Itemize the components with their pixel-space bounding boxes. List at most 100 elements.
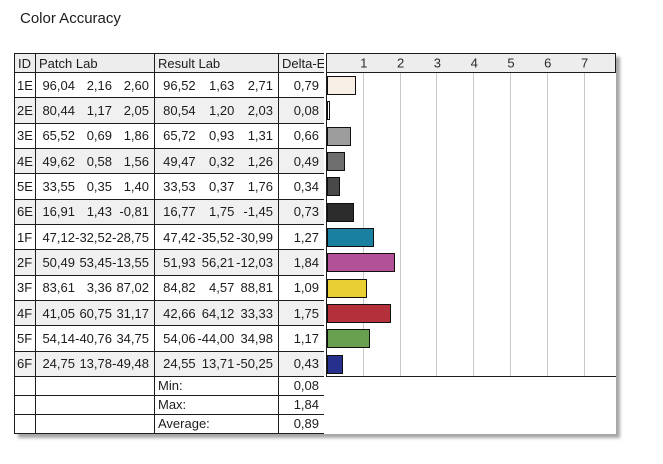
table-header-row: ID Patch Lab Result Lab Delta-E [14, 53, 325, 73]
axis-tick-label: 1 [360, 55, 368, 71]
delta-e-bar [327, 126, 352, 146]
result-lab-values: 16,77 1,75 -1,45 [155, 199, 279, 224]
gridline [546, 73, 548, 376]
patch-lab-values: 54,14 -40,76 34,75 [36, 326, 155, 351]
summary-value: 1,84 [279, 395, 325, 414]
table-row: 4F 41,05 60,75 31,17 42,66 64,12 33,33 1,75 [14, 300, 325, 327]
empty-cell [36, 414, 155, 433]
delta-e-value: 1,84 [279, 250, 325, 275]
delta-e-value: 0,43 [279, 351, 325, 376]
result-lab-values: 51,93 56,21 -12,03 [155, 250, 279, 275]
column-header-delta-e: Delta-E [279, 54, 325, 72]
result-lab-values: 80,54 1,20 2,03 [155, 98, 279, 123]
axis-tick-label: 2 [396, 55, 405, 71]
measurements-table: ID Patch Lab Result Lab Delta-E 1E 96,04 2… [14, 53, 325, 434]
result-lab-values: 42,66 64,12 33,33 [155, 300, 279, 326]
row-id: 3F [15, 275, 36, 300]
delta-e-bar [327, 227, 374, 247]
row-id: 1F [15, 224, 36, 250]
delta-e-value: 1,09 [279, 275, 325, 300]
row-id: 6E [15, 199, 36, 224]
patch-lab-values: 83,61 3,36 87,02 [36, 275, 155, 300]
delta-e-value: 0,34 [279, 174, 325, 199]
empty-cell [15, 376, 36, 395]
table-row: 6E 16,91 1,43 -0,81 16,77 1,75 -1,45 0,73 [14, 199, 325, 225]
row-id: 2E [15, 98, 36, 123]
result-lab-values: 54,06 -44,00 34,98 [155, 326, 279, 351]
row-id: 3E [15, 123, 36, 148]
delta-e-value: 1,27 [279, 224, 325, 250]
empty-cell [36, 395, 155, 414]
summary-label: Min: [155, 376, 279, 395]
row-id: 6F [15, 351, 36, 376]
empty-cell [15, 395, 36, 414]
row-id: 4F [15, 300, 36, 326]
table-row: 2E 80,44 1,17 2,05 80,54 1,20 2,03 0,08 [14, 98, 325, 124]
delta-e-bar [327, 101, 330, 121]
result-lab-values: 24,55 13,71 -50,25 [155, 351, 279, 376]
summary-row: Average: 0,89 [14, 414, 325, 434]
table-row: 6F 24,75 13,78 -49,48 24,55 13,71 -50,25 0,43 [14, 351, 325, 377]
axis-tick-label: 3 [433, 55, 442, 71]
delta-e-value: 1,17 [279, 326, 325, 351]
delta-e-bar [327, 303, 392, 323]
patch-lab-values: 49,62 0,58 1,56 [36, 148, 155, 174]
delta-e-bar [327, 177, 340, 197]
delta-e-bar-chart: 1 2 3 4 5 6 7 [326, 53, 616, 434]
table-row: 2F 50,49 53,45 -13,55 51,93 56,21 -12,03 1,84 [14, 250, 325, 276]
patch-lab-values: 47,12 -32,52 -28,75 [36, 224, 155, 250]
color-accuracy-report: ID Patch Lab Result Lab Delta-E 1E 96,04 2… [14, 53, 616, 434]
table-row: 4E 49,62 0,58 1,56 49,47 0,32 1,26 0,49 [14, 148, 325, 175]
page-title: Color Accuracy [20, 10, 121, 27]
row-id: 1E [15, 73, 36, 98]
patch-lab-values: 96,04 2,16 2,60 [36, 73, 155, 98]
axis-tick-label: 5 [507, 55, 515, 71]
summary-label: Max: [155, 395, 279, 414]
gridline [436, 73, 438, 376]
table-body: 1E 96,04 2,16 2,60 96,52 1,63 2,71 0,79 2E 80,44 1… [14, 73, 325, 377]
gridline [362, 73, 364, 376]
column-header-patch-lab: Patch Lab [36, 54, 155, 72]
empty-cell [36, 376, 155, 395]
axis-tick-label: 7 [580, 55, 589, 71]
axis-tick-label: 6 [544, 55, 552, 71]
delta-e-bar [327, 202, 354, 222]
table-row: 5F 54,14 -40,76 34,75 54,06 -44,00 34,98 1,17 [14, 326, 325, 352]
empty-cell [15, 414, 36, 433]
chart-axis-header: 1 2 3 4 5 6 7 [326, 53, 616, 73]
delta-e-bar [327, 278, 368, 298]
delta-e-value: 0,08 [279, 98, 325, 123]
delta-e-value: 1,75 [279, 300, 325, 326]
delta-e-value: 0,49 [279, 148, 325, 174]
patch-lab-values: 80,44 1,17 2,05 [36, 98, 155, 123]
row-id: 2F [15, 250, 36, 275]
gridline [510, 73, 511, 376]
delta-e-value: 0,79 [279, 73, 325, 98]
chart-footer-blank [326, 377, 616, 434]
delta-e-bar [327, 354, 343, 374]
table-row: 3E 65,52 0,69 1,86 65,72 0,93 1,31 0,66 [14, 123, 325, 149]
patch-lab-values: 41,05 60,75 31,17 [36, 300, 155, 326]
table-chart-gap [324, 53, 326, 434]
summary-row: Min: 0,08 [14, 376, 325, 396]
gridline [473, 73, 475, 376]
patch-lab-values: 24,75 13,78 -49,48 [36, 351, 155, 376]
summary-label: Average: [155, 414, 279, 433]
result-lab-values: 65,72 0,93 1,31 [155, 123, 279, 148]
result-lab-values: 49,47 0,32 1,26 [155, 148, 279, 174]
delta-e-bar [327, 329, 371, 349]
column-header-result-lab: Result Lab [155, 54, 279, 72]
table-row: 1E 96,04 2,16 2,60 96,52 1,63 2,71 0,79 [14, 73, 325, 99]
column-header-id: ID [15, 54, 36, 72]
summary-value: 0,08 [279, 376, 325, 395]
row-id: 5F [15, 326, 36, 351]
result-lab-values: 47,42 -35,52 -30,99 [155, 224, 279, 250]
result-lab-values: 33,53 0,37 1,76 [155, 174, 279, 199]
chart-plot-area [326, 73, 616, 377]
delta-e-value: 0,73 [279, 199, 325, 224]
delta-e-bar [327, 76, 357, 95]
row-id: 4E [15, 148, 36, 174]
patch-lab-values: 65,52 0,69 1,86 [36, 123, 155, 148]
patch-lab-values: 50,49 53,45 -13,55 [36, 250, 155, 275]
table-row: 3F 83,61 3,36 87,02 84,82 4,57 88,81 1,09 [14, 275, 325, 301]
